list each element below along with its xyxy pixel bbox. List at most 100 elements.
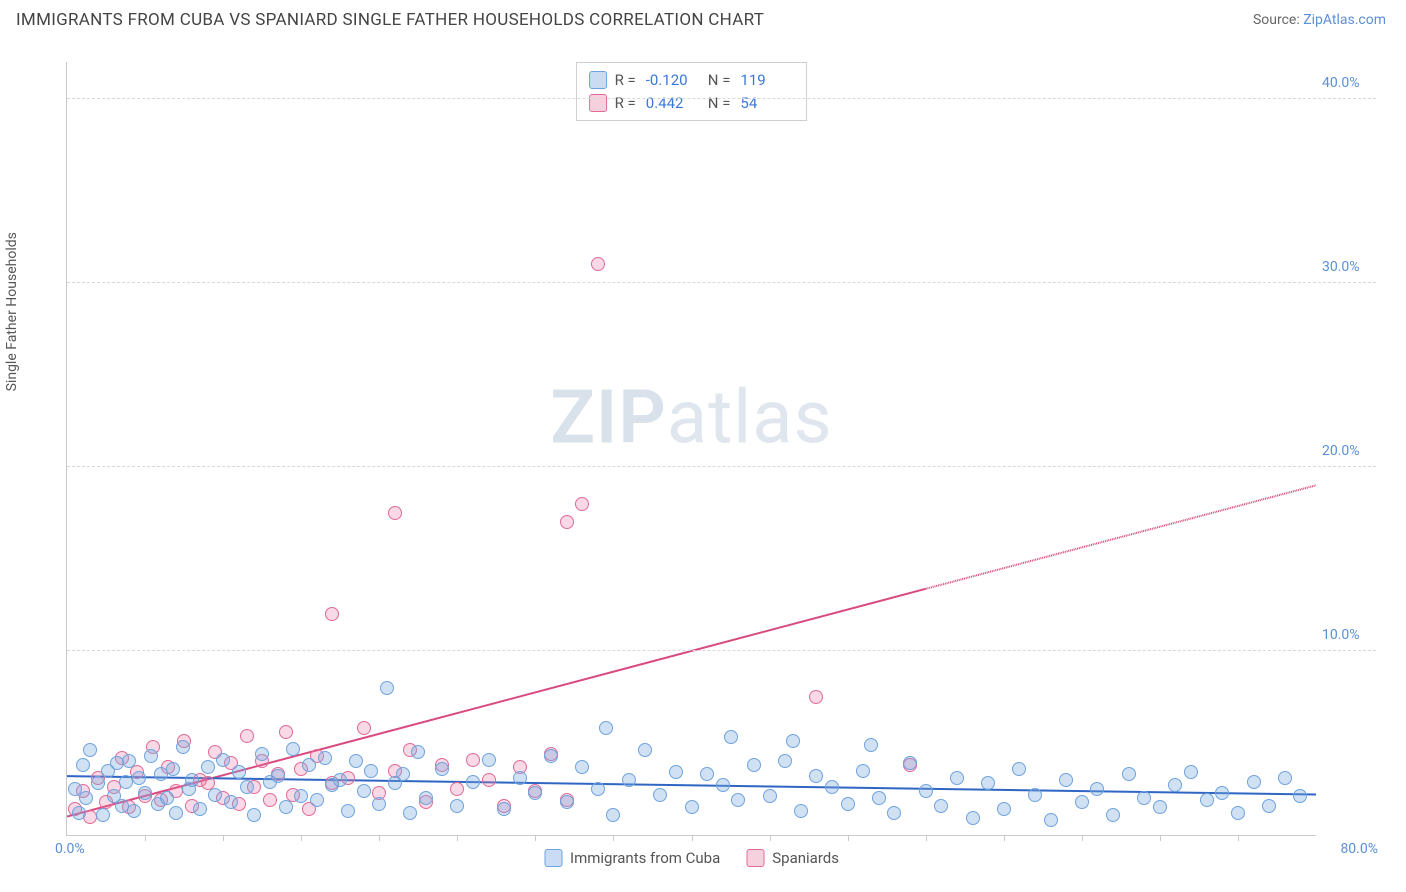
scatter-point	[724, 730, 738, 744]
scatter-point	[132, 771, 146, 785]
x-tick	[301, 835, 302, 841]
scatter-point	[450, 782, 464, 796]
scatter-point	[1262, 799, 1276, 813]
x-axis-origin: 0.0%	[55, 841, 85, 857]
trend-lines	[67, 62, 1316, 835]
scatter-point	[716, 778, 730, 792]
scatter-point	[403, 806, 417, 820]
scatter-point	[232, 765, 246, 779]
x-tick	[223, 835, 224, 841]
scatter-point	[653, 788, 667, 802]
x-tick	[926, 835, 927, 841]
scatter-point	[1012, 762, 1026, 776]
scatter-point	[279, 800, 293, 814]
scatter-point	[193, 802, 207, 816]
scatter-point	[380, 681, 394, 695]
scatter-point	[286, 742, 300, 756]
scatter-point	[96, 808, 110, 822]
scatter-point	[247, 808, 261, 822]
scatter-point	[318, 751, 332, 765]
x-tick	[1160, 835, 1161, 841]
scatter-point	[809, 769, 823, 783]
scatter-point	[271, 769, 285, 783]
scatter-point	[349, 754, 363, 768]
scatter-point	[83, 743, 97, 757]
scatter-point	[341, 804, 355, 818]
scatter-point	[302, 758, 316, 772]
scatter-point	[700, 767, 714, 781]
scatter-point	[1153, 800, 1167, 814]
scatter-point	[919, 784, 933, 798]
scatter-point	[575, 760, 589, 774]
scatter-point	[669, 765, 683, 779]
scatter-point	[411, 745, 425, 759]
scatter-point	[1215, 786, 1229, 800]
scatter-point	[224, 795, 238, 809]
scatter-point	[364, 764, 378, 778]
scatter-point	[950, 771, 964, 785]
scatter-point	[809, 690, 823, 704]
scatter-point	[606, 808, 620, 822]
scatter-point	[825, 780, 839, 794]
scatter-point	[208, 788, 222, 802]
scatter-point	[622, 773, 636, 787]
scatter-point	[731, 793, 745, 807]
scatter-point	[591, 782, 605, 796]
scatter-point	[841, 797, 855, 811]
swatch-pink-icon	[746, 849, 764, 867]
scatter-point	[176, 740, 190, 754]
scatter-point	[1137, 791, 1151, 805]
y-tick-label: 30.0%	[1322, 259, 1378, 275]
scatter-point	[357, 784, 371, 798]
scatter-point	[240, 780, 254, 794]
scatter-point	[372, 797, 386, 811]
scatter-point	[482, 753, 496, 767]
source-link[interactable]: ZipAtlas.com	[1303, 12, 1386, 28]
scatter-point	[497, 802, 511, 816]
scatter-point	[560, 795, 574, 809]
scatter-point	[786, 734, 800, 748]
series-legend: Immigrants from Cuba Spaniards	[544, 849, 839, 867]
gridline	[67, 466, 1376, 467]
scatter-point	[482, 773, 496, 787]
scatter-point	[169, 806, 183, 820]
x-tick	[145, 835, 146, 841]
scatter-point	[599, 721, 613, 735]
scatter-point	[166, 762, 180, 776]
scatter-point	[160, 791, 174, 805]
plot-area: ZIPatlas R = -0.120 N = 119 R = 0.442 N …	[66, 62, 1316, 836]
legend-item-pink: Spaniards	[746, 849, 839, 867]
scatter-point	[560, 515, 574, 529]
scatter-point	[763, 789, 777, 803]
scatter-point	[1247, 775, 1261, 789]
scatter-point	[79, 791, 93, 805]
scatter-point	[255, 747, 269, 761]
scatter-point	[528, 786, 542, 800]
scatter-point	[76, 758, 90, 772]
scatter-point	[778, 754, 792, 768]
scatter-point	[127, 804, 141, 818]
x-tick	[379, 835, 380, 841]
x-tick	[692, 835, 693, 841]
scatter-point	[872, 791, 886, 805]
y-tick-label: 40.0%	[1322, 75, 1378, 91]
scatter-point	[966, 811, 980, 825]
scatter-point	[638, 743, 652, 757]
x-tick	[1004, 835, 1005, 841]
x-tick	[1238, 835, 1239, 841]
x-tick	[535, 835, 536, 841]
scatter-point	[1122, 767, 1136, 781]
scatter-point	[887, 806, 901, 820]
y-tick-label: 10.0%	[1322, 627, 1378, 643]
y-tick-label: 20.0%	[1322, 443, 1378, 459]
scatter-point	[435, 762, 449, 776]
scatter-point	[864, 738, 878, 752]
scatter-point	[122, 754, 136, 768]
scatter-point	[1168, 778, 1182, 792]
scatter-point	[1059, 773, 1073, 787]
scatter-point	[934, 799, 948, 813]
scatter-point	[1293, 789, 1307, 803]
scatter-point	[1106, 808, 1120, 822]
y-axis-label: Single Father Households	[4, 232, 20, 391]
scatter-point	[240, 729, 254, 743]
